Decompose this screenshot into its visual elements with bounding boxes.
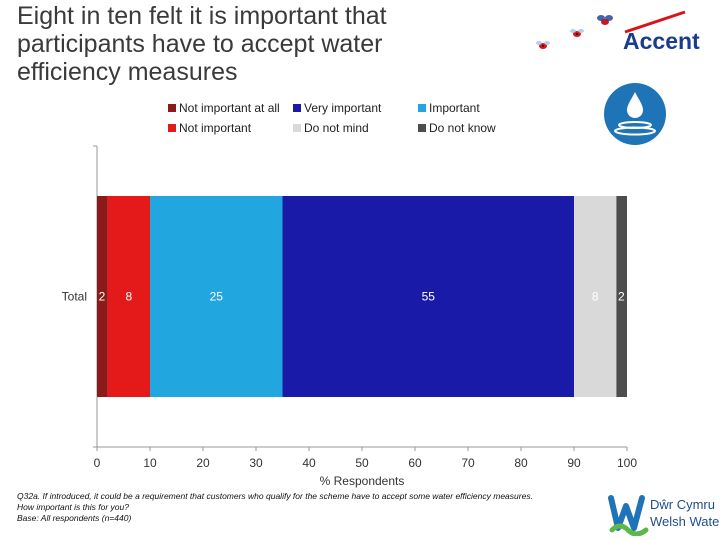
- legend-label: Not important at all: [179, 101, 280, 115]
- chart-legend: Not important at all Not important Importa…: [168, 101, 528, 141]
- legend-swatch: [418, 104, 426, 112]
- legend-label: Very important: [304, 101, 382, 115]
- x-tick-label: 30: [249, 456, 263, 470]
- legend-item-important: Important: [418, 101, 480, 115]
- x-tick-label: 60: [408, 456, 422, 470]
- chart-title: Eight in ten felt it is important that p…: [17, 2, 387, 86]
- bar-segment-do-not-know: [616, 196, 627, 397]
- accent-swoosh: [624, 10, 686, 34]
- legend-swatch: [168, 104, 176, 112]
- x-tick-label: 100: [617, 456, 637, 470]
- footnote-question: Q32a. If introduced, it could be a requi…: [17, 491, 533, 512]
- bar-segment-do-not-mind: [574, 196, 617, 397]
- x-tick-label: 0: [94, 456, 101, 470]
- legend-item-do-not-mind: Do not mind: [293, 121, 369, 135]
- legend-item-not-important: Not important: [168, 121, 251, 135]
- legend-label: Do not mind: [304, 121, 369, 135]
- bug-icon: [570, 29, 584, 37]
- data-label-not-important-at-all: 2: [99, 290, 106, 304]
- water-drop-icon: [604, 83, 666, 145]
- welsh-water-name-welsh: Dŵr Cymru: [650, 497, 715, 512]
- legend-swatch: [168, 124, 176, 132]
- legend-item-not-important-at-all: Not important at all: [168, 101, 280, 115]
- legend-label: Important: [429, 101, 480, 115]
- x-tick-label: 90: [567, 456, 581, 470]
- x-tick-label: 50: [355, 456, 369, 470]
- data-label-not-important: 8: [125, 290, 132, 304]
- accent-logo: Accent: [536, 10, 700, 54]
- data-label-important: 25: [210, 290, 224, 304]
- data-label-do-not-mind: 8: [592, 290, 599, 304]
- x-tick-label: 80: [514, 456, 528, 470]
- footnote-base: Base: All respondents (n=440): [17, 513, 132, 523]
- bar-segment-very-important: [282, 196, 574, 397]
- legend-item-do-not-know: Do not know: [418, 121, 496, 135]
- data-label-very-important: 55: [422, 290, 436, 304]
- welsh-water-icon: [608, 495, 649, 536]
- legend-label: Do not know: [429, 121, 496, 135]
- x-axis-title: % Respondents: [320, 474, 405, 488]
- welsh-water-name-english: Welsh Water: [650, 514, 720, 529]
- x-tick-label: 20: [196, 456, 210, 470]
- bug-icon: [597, 15, 613, 25]
- category-label: Total: [62, 290, 87, 304]
- footnote: Q32a. If introduced, it could be a requi…: [17, 491, 537, 524]
- legend-label: Not important: [179, 121, 252, 135]
- x-tick-label: 10: [143, 456, 157, 470]
- legend-swatch: [293, 124, 301, 132]
- bar-segment-not-important-at-all: [97, 196, 108, 397]
- bug-icon: [536, 41, 550, 49]
- x-tick-label: 40: [302, 456, 316, 470]
- legend-item-very-important: Very important: [293, 101, 381, 115]
- bar-segment-not-important: [107, 196, 150, 397]
- data-label-do-not-know: 2: [618, 290, 625, 304]
- bar-segment-important: [150, 196, 283, 397]
- legend-swatch: [293, 104, 301, 112]
- legend-swatch: [418, 124, 426, 132]
- x-tick-label: 70: [461, 456, 475, 470]
- accent-logo-text: Accent: [623, 28, 700, 54]
